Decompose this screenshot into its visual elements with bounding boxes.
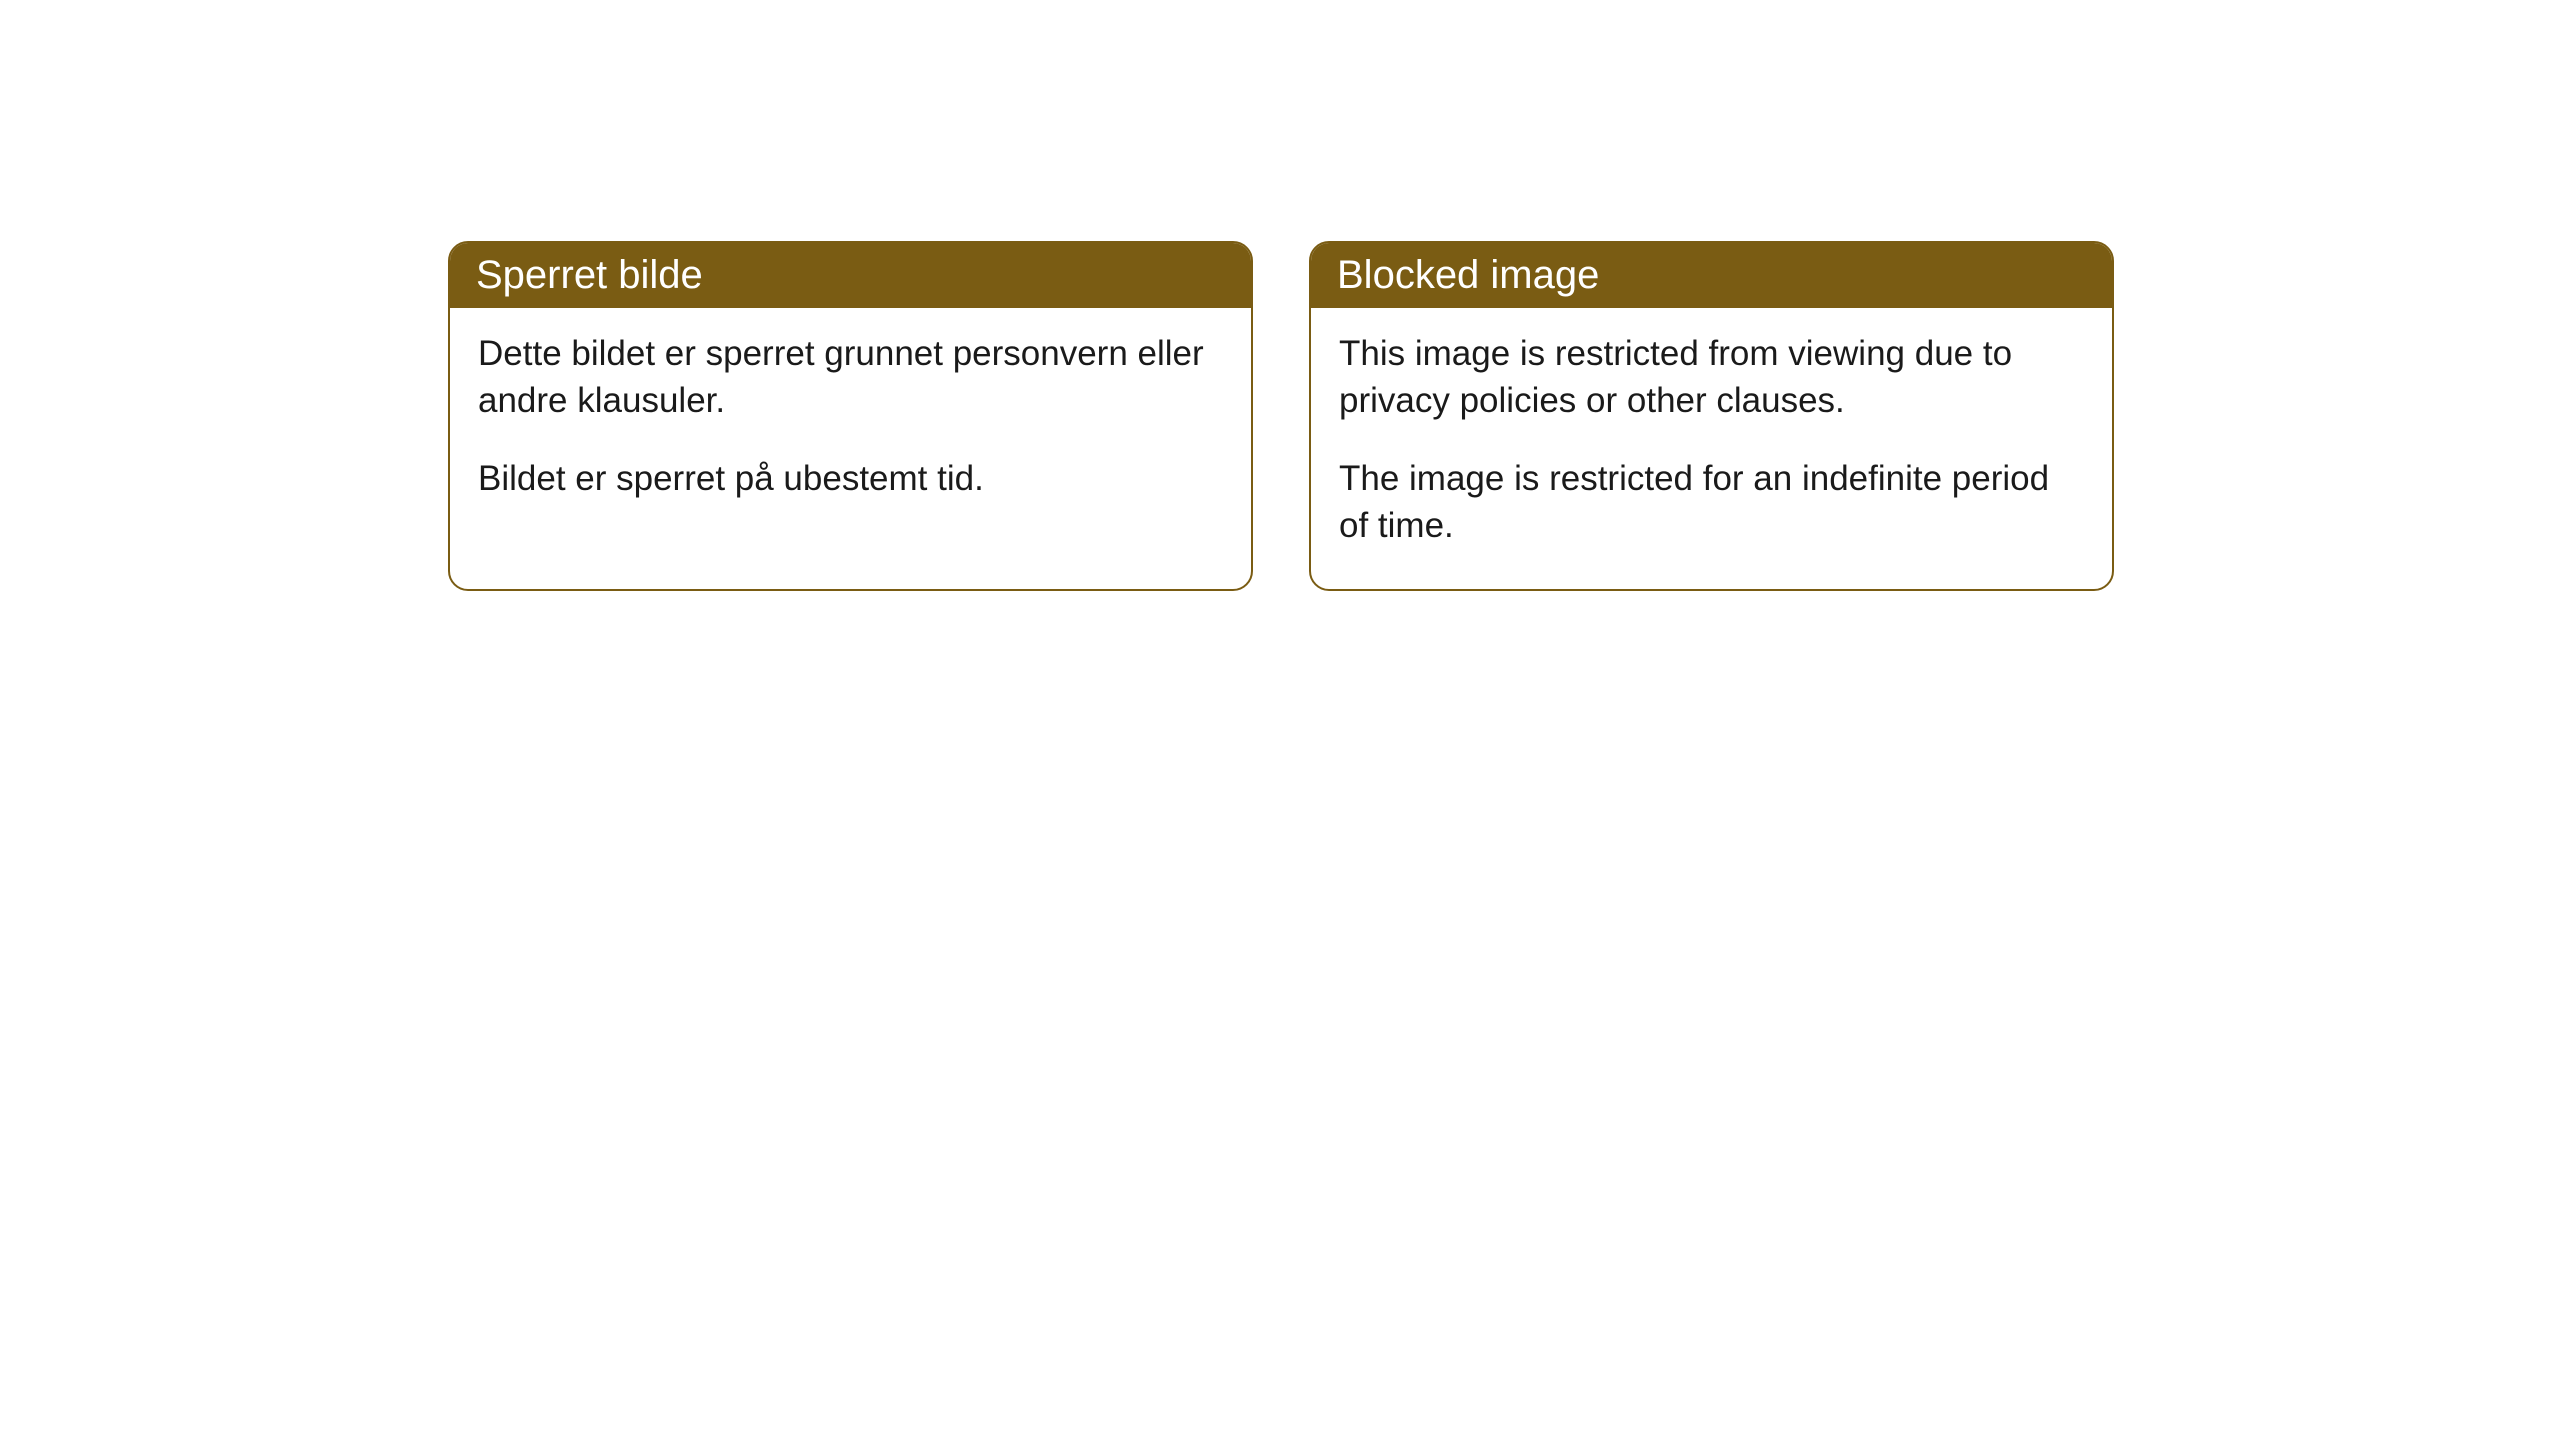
notice-cards-container: Sperret bilde Dette bildet er sperret gr…: [448, 241, 2114, 591]
blocked-image-card-english: Blocked image This image is restricted f…: [1309, 241, 2114, 591]
blocked-image-card-norwegian: Sperret bilde Dette bildet er sperret gr…: [448, 241, 1253, 591]
notice-text-1-norwegian: Dette bildet er sperret grunnet personve…: [478, 330, 1223, 425]
card-header-norwegian: Sperret bilde: [450, 243, 1251, 308]
card-body-norwegian: Dette bildet er sperret grunnet personve…: [450, 308, 1251, 542]
card-body-english: This image is restricted from viewing du…: [1311, 308, 2112, 589]
notice-text-1-english: This image is restricted from viewing du…: [1339, 330, 2084, 425]
card-header-english: Blocked image: [1311, 243, 2112, 308]
notice-text-2-english: The image is restricted for an indefinit…: [1339, 455, 2084, 550]
notice-text-2-norwegian: Bildet er sperret på ubestemt tid.: [478, 455, 1223, 502]
